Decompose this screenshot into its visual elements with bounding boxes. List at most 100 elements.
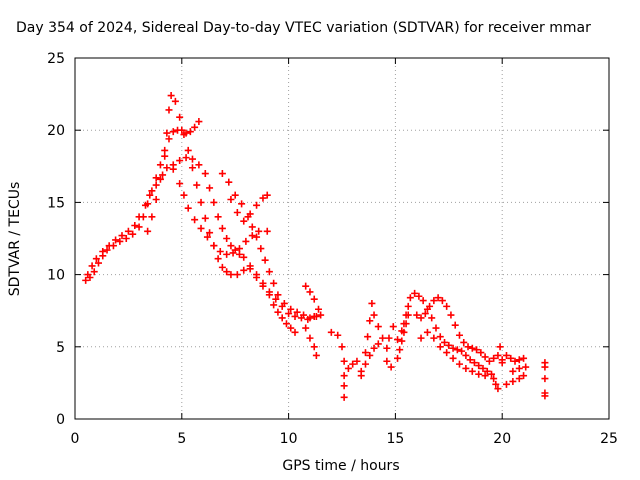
data-point [263,191,271,199]
data-point [293,308,301,316]
data-point [201,170,209,178]
data-point [148,187,156,195]
data-point [259,282,267,290]
data-point [340,357,348,365]
data-point [396,346,404,354]
x-tick-label: 10 [280,431,298,447]
data-point [188,155,196,163]
data-point [253,273,261,281]
data-point [218,263,226,271]
data-point [306,288,314,296]
data-series-arc-8 [327,299,397,401]
data-point [374,340,382,348]
data-point [327,328,335,336]
data-point [246,210,254,218]
data-point [240,217,248,225]
data-point [368,299,376,307]
x-tick-label: 15 [386,431,404,447]
data-point [338,343,346,351]
chart-title: Day 354 of 2024, Sidereal Day-to-day VTE… [16,20,591,36]
data-point [443,302,451,310]
data-point [483,367,491,375]
data-point [443,349,451,357]
data-point [430,297,438,305]
data-point [481,372,489,380]
data-series-arc-6 [227,191,271,225]
data-point [379,334,387,342]
data-point [227,196,235,204]
data-point [419,297,427,305]
data-point [520,372,528,380]
data-point [231,191,239,199]
data-point [159,171,167,179]
x-tick-label: 20 [493,431,511,447]
data-point [455,360,463,368]
data-point [227,271,235,279]
data-point [541,375,549,383]
data-point [274,308,282,316]
data-point [364,333,372,341]
data-point [223,268,231,276]
data-point [334,331,342,339]
data-point [272,295,280,303]
data-point [265,291,273,299]
data-point [494,385,502,393]
data-point [312,351,320,359]
grid-lines [75,58,609,419]
data-point [287,324,295,332]
x-tick-label: 5 [177,431,186,447]
data-point [466,356,474,364]
data-point [152,196,160,204]
data-point [361,360,369,368]
data-point [163,129,171,137]
data-point [522,363,530,371]
data-point [426,302,434,310]
data-point [464,343,472,351]
x-tick-label: 0 [71,431,80,447]
data-point [214,213,222,221]
data-point [278,314,286,322]
data-point [300,311,308,319]
data-point [148,213,156,221]
data-point [259,194,267,202]
data-point [353,357,361,365]
data-point [502,380,510,388]
data-point [428,314,436,322]
data-point [417,334,425,342]
data-point [214,255,222,263]
data-point [515,364,523,372]
data-point [449,354,457,362]
data-point [541,363,549,371]
data-point [441,338,449,346]
data-point [182,154,190,162]
data-point [458,347,466,355]
data-point [246,262,254,270]
data-point [146,191,154,199]
y-axis-label: SDTVAR / TECUs [7,182,23,297]
data-point [240,266,248,274]
data-point [141,201,149,209]
data-point [282,320,290,328]
data-point [103,246,111,254]
data-point [253,201,261,209]
data-point [413,311,421,319]
data-point [206,229,214,237]
data-point [152,181,160,189]
data-point [178,126,186,134]
data-point [144,227,152,235]
data-point [361,349,369,357]
data-point [180,131,188,139]
data-point [280,299,288,307]
data-point [118,232,126,240]
data-point [451,321,459,329]
data-point [515,356,523,364]
data-point [90,268,98,276]
data-point [176,180,184,188]
data-point [462,364,470,372]
data-points [82,92,549,401]
data-point [340,393,348,401]
data-series-arc-7 [302,282,325,359]
data-point [188,164,196,172]
data-point [206,184,214,192]
data-point [191,216,199,224]
